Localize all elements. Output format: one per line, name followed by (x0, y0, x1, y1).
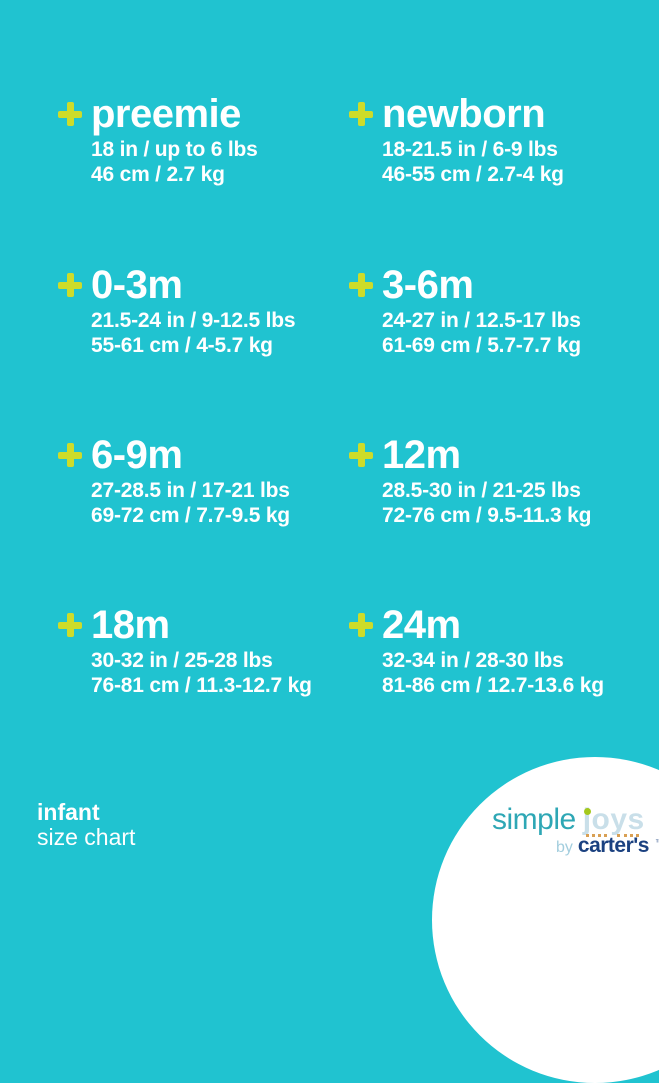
size-imperial-text: 32-34 in / 28-30 lbs (382, 649, 564, 672)
brand-joys-text: joys (582, 803, 645, 836)
size-metric-text: 46-55 cm / 2.7-4 kg (382, 163, 564, 186)
plus-icon (349, 102, 373, 126)
brand-simple-text: simple (492, 803, 576, 836)
size-heading-row: newborn (349, 93, 564, 135)
size-name: 18m (91, 603, 170, 647)
size-heading-row: 6-9m (58, 434, 290, 476)
trademark-symbol: ™ (654, 838, 659, 847)
plus-icon (349, 613, 373, 637)
size-name: 12m (382, 433, 461, 477)
size-metric-text: 61-69 cm / 5.7-7.7 kg (382, 334, 581, 357)
brand-by-text: by (556, 839, 573, 856)
size-cell-24m: 24m 32-34 in / 28-30 lbs 81-86 cm / 12.7… (349, 604, 604, 698)
size-cell-12m: 12m 28.5-30 in / 21-25 lbs 72-76 cm / 9.… (349, 434, 591, 528)
size-heading-row: 0-3m (58, 264, 295, 306)
size-imperial-text: 24-27 in / 12.5-17 lbs (382, 309, 581, 332)
size-cell-0-3m: 0-3m 21.5-24 in / 9-12.5 lbs 55-61 cm / … (58, 264, 296, 358)
size-name: 3-6m (382, 263, 474, 307)
plus-icon (349, 273, 373, 297)
size-heading-row: 24m (349, 604, 604, 646)
plus-icon (349, 443, 373, 467)
size-metric-text: 46 cm / 2.7 kg (91, 163, 225, 186)
size-name: newborn (382, 92, 546, 136)
size-imperial-text: 28.5-30 in / 21-25 lbs (382, 479, 581, 502)
size-imperial-text: 18 in / up to 6 lbs (91, 138, 258, 161)
size-heading-row: preemie (58, 93, 258, 135)
plus-icon (58, 102, 82, 126)
size-imperial-text: 18-21.5 in / 6-9 lbs (382, 138, 558, 161)
size-name: 24m (382, 603, 461, 647)
size-cell-newborn: newborn 18-21.5 in / 6-9 lbs 46-55 cm / … (349, 93, 564, 187)
joys-dot-icon (583, 808, 591, 815)
size-imperial-text: 27-28.5 in / 17-21 lbs (91, 479, 290, 502)
size-metric-text: 69-72 cm / 7.7-9.5 kg (91, 504, 290, 527)
size-cell-preemie: preemie 18 in / up to 6 lbs 46 cm / 2.7 … (58, 93, 258, 187)
brand-byline: by carter's ™ (556, 834, 659, 858)
size-cell-18m: 18m 30-32 in / 25-28 lbs 76-81 cm / 11.3… (58, 604, 312, 698)
size-imperial-text: 30-32 in / 25-28 lbs (91, 649, 273, 672)
size-cell-6-9m: 6-9m 27-28.5 in / 17-21 lbs 69-72 cm / 7… (58, 434, 290, 528)
size-name: 6-9m (91, 433, 183, 477)
size-metric-text: 55-61 cm / 4-5.7 kg (91, 334, 273, 357)
size-cell-3-6m: 3-6m 24-27 in / 12.5-17 lbs 61-69 cm / 5… (349, 264, 581, 358)
plus-icon (58, 443, 82, 467)
size-heading-row: 18m (58, 604, 312, 646)
size-heading-row: 12m (349, 434, 591, 476)
brand-wordmark: simple joys (492, 803, 645, 842)
size-metric-text: 81-86 cm / 12.7-13.6 kg (382, 674, 604, 697)
size-imperial-text: 21.5-24 in / 9-12.5 lbs (91, 309, 296, 332)
size-metric-text: 72-76 cm / 9.5-11.3 kg (382, 504, 592, 527)
footer-category: infant (37, 799, 100, 825)
size-name: 0-3m (91, 263, 183, 307)
plus-icon (58, 613, 82, 637)
size-name: preemie (91, 92, 241, 136)
plus-icon (58, 273, 82, 297)
stitch-dots-right-icon (617, 834, 639, 837)
footer: infant size chart (37, 800, 135, 850)
size-metric-text: 76-81 cm / 11.3-12.7 kg (91, 674, 312, 697)
brand-carters-text: carter's (577, 834, 650, 857)
size-heading-row: 3-6m (349, 264, 581, 306)
footer-label: size chart (37, 824, 136, 850)
stitch-dots-left-icon (586, 834, 607, 837)
